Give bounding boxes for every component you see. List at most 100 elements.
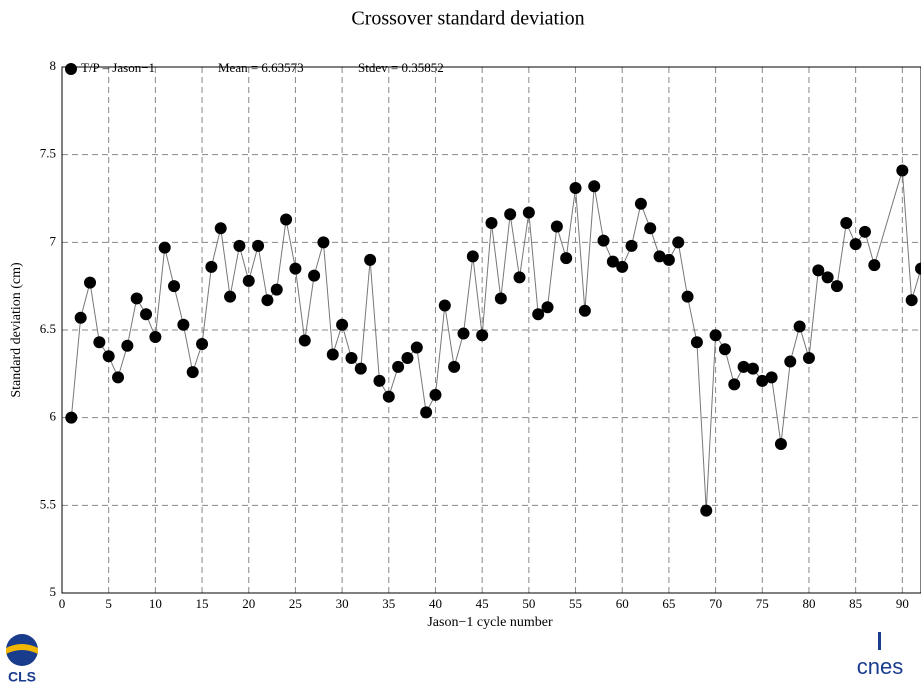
data-point <box>74 311 87 324</box>
data-point <box>625 239 638 252</box>
x-tick-label: 45 <box>476 596 489 611</box>
data-point <box>382 390 395 403</box>
x-tick-label: 75 <box>756 596 769 611</box>
x-tick-label: 15 <box>196 596 209 611</box>
x-tick-label: 70 <box>709 596 722 611</box>
data-point <box>401 352 414 365</box>
data-point <box>65 411 78 424</box>
data-point <box>830 280 843 293</box>
data-point <box>728 378 741 391</box>
data-point <box>373 374 386 387</box>
y-tick-label: 5 <box>50 584 57 599</box>
y-tick-label: 8 <box>50 58 57 73</box>
data-point <box>289 262 302 275</box>
data-point <box>522 206 535 219</box>
x-tick-label: 10 <box>149 596 162 611</box>
chart-title: Crossover standard deviation <box>351 8 584 30</box>
data-point <box>130 292 143 305</box>
data-point <box>597 234 610 247</box>
data-point <box>84 276 97 289</box>
y-tick-label: 6 <box>50 409 57 424</box>
data-point <box>186 366 199 379</box>
data-point <box>681 290 694 303</box>
data-point <box>196 338 209 351</box>
data-point <box>345 352 358 365</box>
data-point <box>242 274 255 287</box>
x-axis-label: Jason−1 cycle number <box>427 615 553 630</box>
data-point <box>420 406 433 419</box>
data-point <box>765 371 778 384</box>
data-point <box>915 262 921 275</box>
data-point <box>653 250 666 263</box>
data-point <box>569 181 582 194</box>
data-point <box>448 360 461 373</box>
data-point <box>224 290 237 303</box>
data-point <box>905 294 918 307</box>
data-point <box>858 225 871 238</box>
data-point <box>709 329 722 342</box>
data-point <box>532 308 545 321</box>
data-point <box>158 241 171 254</box>
data-point <box>634 197 647 210</box>
data-point <box>476 329 489 342</box>
data-point <box>690 336 703 349</box>
data-point <box>700 504 713 517</box>
data-point <box>392 360 405 373</box>
data-point <box>121 339 134 352</box>
data-point <box>308 269 321 282</box>
data-point <box>868 259 881 272</box>
data-point <box>280 213 293 226</box>
data-point <box>737 360 750 373</box>
data-point <box>438 299 451 312</box>
data-point <box>662 253 675 266</box>
data-point <box>214 222 227 235</box>
x-tick-label: 25 <box>289 596 302 611</box>
data-point <box>784 355 797 368</box>
x-tick-label: 50 <box>522 596 535 611</box>
data-point <box>672 236 685 249</box>
data-point <box>606 255 619 268</box>
logo-text: CLS <box>8 669 36 685</box>
data-point <box>326 348 339 361</box>
data-point <box>429 388 442 401</box>
data-point <box>513 271 526 284</box>
x-tick-label: 0 <box>59 596 66 611</box>
data-point <box>560 252 573 265</box>
data-point <box>354 362 367 375</box>
data-point <box>550 220 563 233</box>
data-point <box>410 341 423 354</box>
y-axis-label: Standard deviation (cm) <box>9 262 24 398</box>
data-point <box>261 294 274 307</box>
data-point <box>746 362 759 375</box>
x-tick-label: 40 <box>429 596 442 611</box>
data-point <box>233 239 246 252</box>
data-point <box>644 222 657 235</box>
data-point <box>140 308 153 321</box>
data-point <box>896 164 909 177</box>
x-tick-label: 5 <box>105 596 112 611</box>
data-point <box>317 236 330 249</box>
x-tick-label: 30 <box>336 596 349 611</box>
y-tick-label: 7 <box>50 233 57 248</box>
cnes-logo: cnes <box>857 632 903 679</box>
data-point <box>812 264 825 277</box>
data-point <box>168 280 181 293</box>
data-point <box>252 239 265 252</box>
data-point <box>149 331 162 344</box>
data-point <box>457 327 470 340</box>
data-point <box>205 260 218 273</box>
data-point <box>588 180 601 193</box>
data-point <box>718 343 731 356</box>
legend-marker <box>65 63 77 75</box>
x-tick-label: 35 <box>382 596 395 611</box>
x-tick-label: 55 <box>569 596 582 611</box>
x-tick-label: 85 <box>849 596 862 611</box>
data-point <box>485 217 498 230</box>
data-point <box>364 253 377 266</box>
data-point <box>177 318 190 331</box>
data-point <box>102 350 115 363</box>
data-point <box>112 371 125 384</box>
y-tick-label: 7.5 <box>40 146 56 161</box>
